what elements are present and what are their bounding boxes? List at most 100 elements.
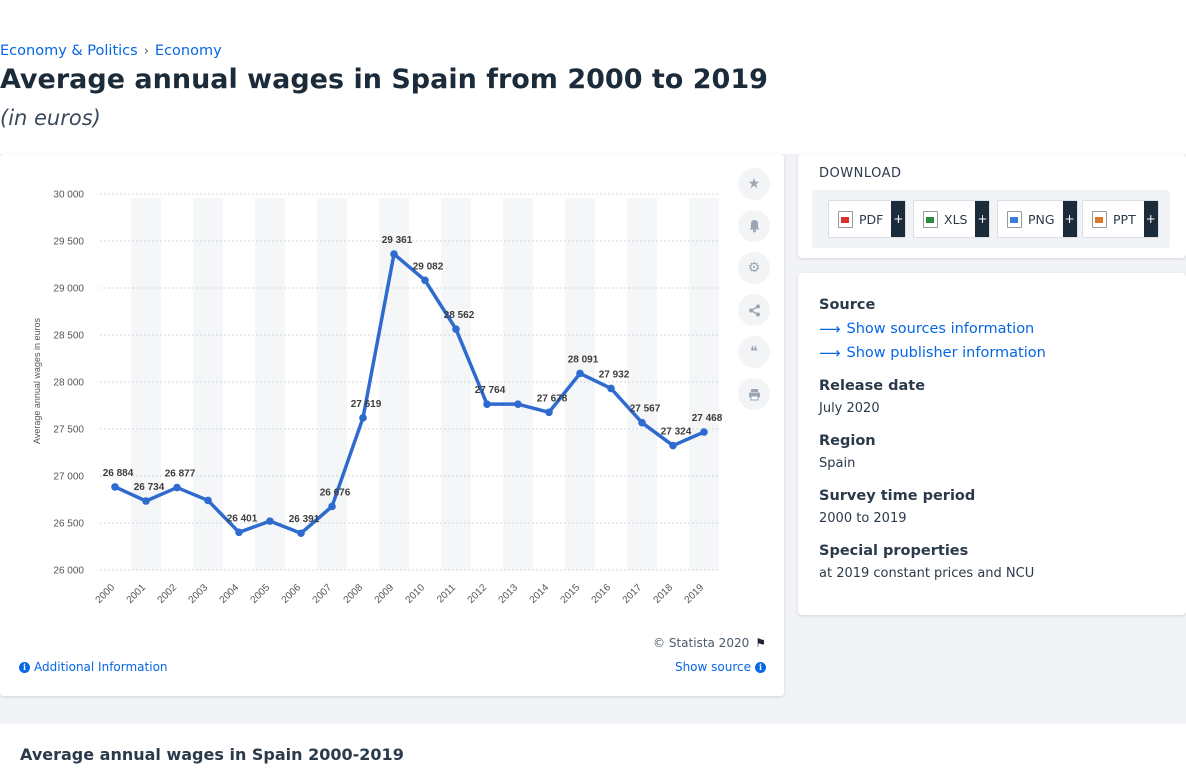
y-tick-label: 29 000 (53, 284, 84, 295)
download-png-label: PNG (1028, 211, 1055, 227)
release-date-value: July 2020 (819, 401, 880, 416)
data-point[interactable] (390, 250, 398, 258)
data-label: 27 764 (475, 385, 506, 396)
data-point[interactable] (173, 483, 181, 492)
additional-info-link[interactable]: i Additional Information (19, 660, 168, 674)
page-subtitle: (in euros) (0, 106, 101, 130)
x-tick-label: 2001 (125, 582, 149, 606)
show-publisher-link[interactable]: ⟶ Show publisher information (819, 344, 1046, 362)
x-tick-label: 2005 (249, 582, 273, 606)
data-label: 27 468 (692, 413, 723, 424)
download-pdf-button[interactable]: PDF + (828, 200, 907, 238)
ppt-file-icon (1092, 210, 1107, 228)
show-source-label: Show source (674, 660, 751, 674)
download-ppt-label: PPT (1113, 211, 1136, 227)
data-point[interactable] (545, 408, 553, 417)
bell-icon[interactable] (738, 210, 770, 242)
flag-icon[interactable]: ⚑ (755, 636, 766, 650)
x-tick-label: 2000 (94, 582, 118, 606)
survey-period-value: 2000 to 2019 (819, 511, 907, 526)
share-icon[interactable] (738, 294, 770, 326)
data-label: 28 562 (444, 310, 475, 321)
data-label: 26 401 (227, 513, 258, 524)
copyright: © Statista 2020 ⚑ (653, 636, 766, 650)
data-label: 27 932 (599, 369, 630, 380)
download-xls-button[interactable]: XLS + (913, 200, 991, 238)
download-title: DOWNLOAD (819, 166, 902, 181)
data-point[interactable] (514, 400, 522, 408)
release-date-label: Release date (819, 378, 926, 394)
related-section: Average annual wages in Spain 2000-2019 (0, 724, 1186, 784)
x-tick-label: 2003 (187, 582, 211, 606)
data-point[interactable] (669, 441, 677, 450)
x-tick-label: 2014 (528, 582, 552, 606)
top-bar (0, 0, 1186, 36)
quote-icon[interactable]: ❝ (738, 336, 770, 368)
print-icon[interactable] (738, 378, 770, 410)
data-point[interactable] (700, 428, 708, 436)
download-pdf-label: PDF (859, 211, 884, 227)
data-point[interactable] (452, 325, 460, 333)
special-properties-label: Special properties (819, 543, 969, 559)
data-point[interactable] (328, 502, 336, 511)
data-point[interactable] (359, 414, 367, 422)
data-point[interactable] (142, 497, 150, 505)
additional-info-label: Additional Information (34, 660, 168, 674)
header-area (0, 36, 1186, 154)
download-xls-label: XLS (944, 211, 968, 227)
breadcrumb-link-economy[interactable]: Economy (154, 43, 222, 59)
plus-icon: + (1143, 201, 1158, 237)
x-tick-label: 2011 (435, 582, 458, 605)
plus-icon: + (1062, 201, 1077, 237)
star-icon[interactable]: ★ (738, 168, 770, 200)
breadcrumb-link-economy-politics[interactable]: Economy & Politics (0, 43, 138, 59)
chart-card: 26 000 26 500 27 000 27 500 28 000 28 500 29 0… (0, 154, 784, 696)
y-tick-label: 27 000 (53, 472, 84, 483)
data-label: 28 091 (568, 354, 599, 365)
column-band (627, 198, 657, 570)
data-point[interactable] (204, 496, 212, 505)
png-file-icon (1007, 210, 1022, 228)
data-label: 26 676 (320, 487, 351, 498)
column-band (689, 198, 719, 570)
x-tick-label: 2018 (652, 582, 676, 606)
source-label: Source (819, 297, 876, 313)
data-point[interactable] (483, 400, 491, 408)
pdf-file-icon (838, 210, 853, 228)
data-point[interactable] (638, 418, 646, 427)
data-point[interactable] (576, 369, 584, 378)
survey-period-label: Survey time period (819, 488, 976, 504)
download-png-button[interactable]: PNG + (997, 200, 1078, 238)
y-tick-label: 30 000 (53, 190, 84, 201)
data-point[interactable] (111, 483, 119, 491)
show-sources-label: Show sources information (846, 321, 1035, 337)
data-label: 26 884 (103, 468, 134, 479)
x-tick-label: 2013 (497, 582, 521, 606)
y-tick-label: 29 500 (53, 237, 84, 248)
data-point[interactable] (266, 517, 274, 525)
region-value: Spain (819, 456, 856, 471)
chart-tools: ★ ⚙ ❝ (738, 168, 770, 410)
x-tick-label: 2010 (404, 582, 428, 606)
data-label: 26 391 (289, 514, 320, 525)
page-title: Average annual wages in Spain from 2000 … (0, 64, 768, 95)
y-tick-label: 26 000 (53, 566, 84, 577)
statistic-details-card: Source ⟶ Show sources information ⟶ Show… (798, 273, 1186, 615)
data-point[interactable] (421, 276, 429, 285)
data-label: 27 619 (351, 399, 382, 410)
data-point[interactable] (607, 384, 615, 393)
y-axis-label: Average annual wages in euros (32, 318, 42, 444)
x-tick-label: 2002 (156, 582, 180, 606)
y-tick-label: 26 500 (53, 519, 84, 530)
show-source-link[interactable]: Show source i (675, 660, 766, 674)
data-point[interactable] (235, 528, 243, 537)
region-label: Region (819, 433, 876, 449)
breadcrumb: Economy & Politics › Economy (0, 43, 222, 59)
download-ppt-button[interactable]: PPT + (1082, 200, 1159, 238)
data-label: 27 678 (537, 393, 568, 404)
gear-icon[interactable]: ⚙ (738, 252, 770, 284)
y-tick-label: 27 500 (53, 425, 84, 436)
show-sources-link[interactable]: ⟶ Show sources information (819, 320, 1034, 338)
x-tick-label: 2009 (373, 582, 397, 606)
data-point[interactable] (297, 529, 305, 538)
